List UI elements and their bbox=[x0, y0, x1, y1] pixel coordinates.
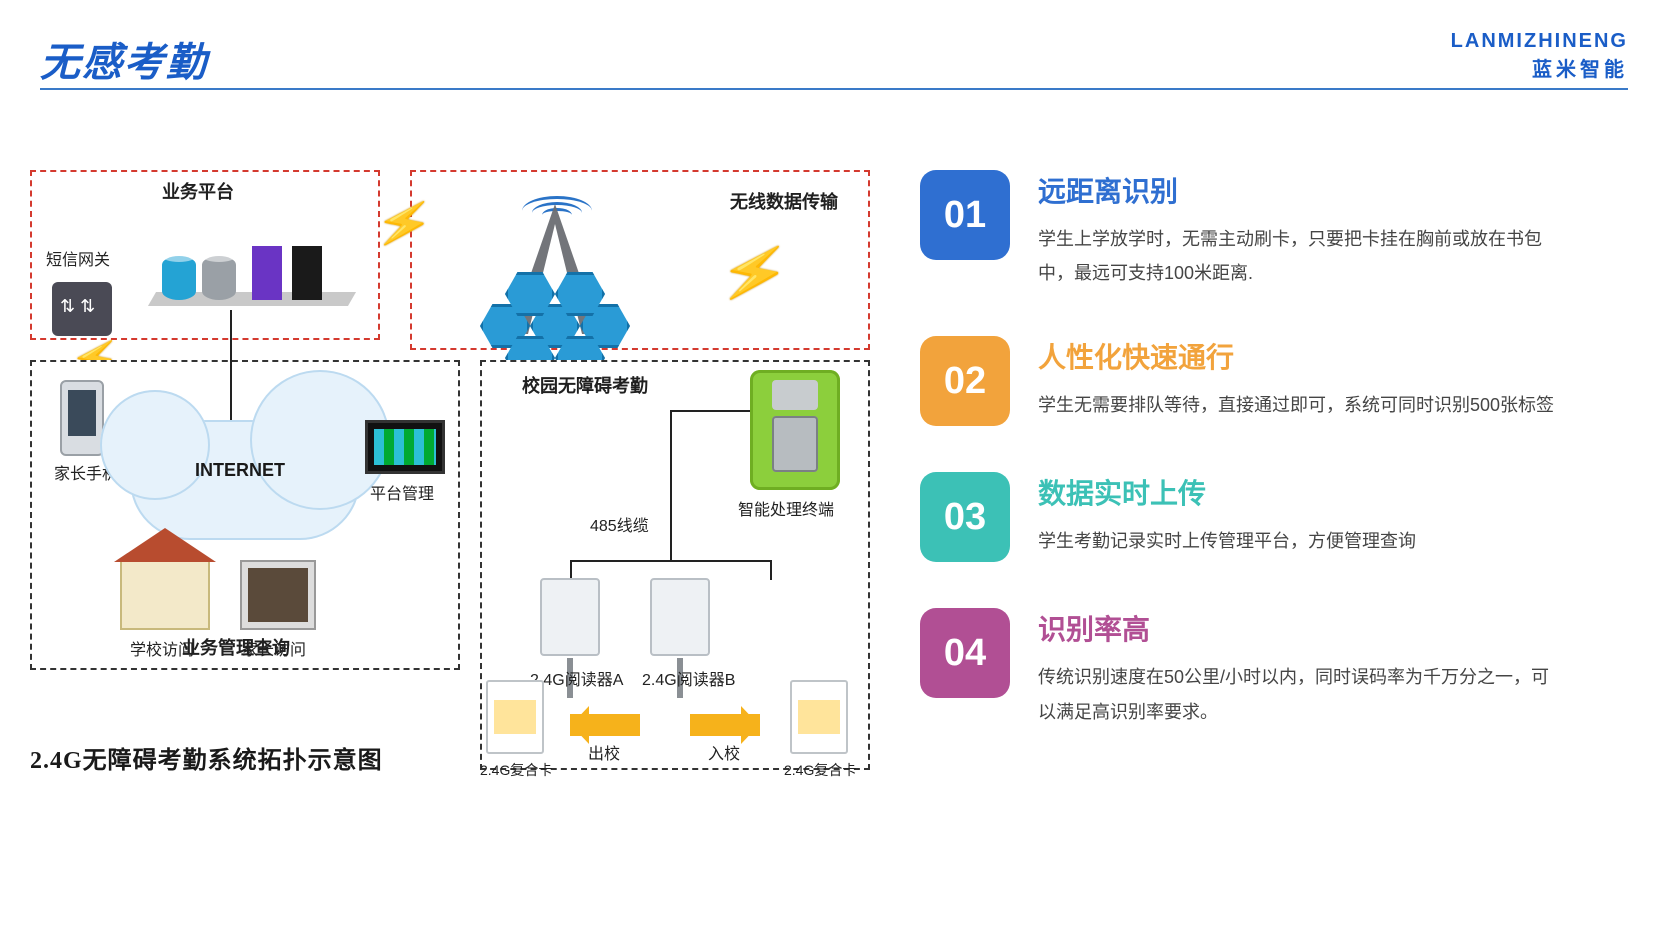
feature-title: 数据实时上传 bbox=[1038, 472, 1416, 512]
label-enter: 入校 bbox=[708, 740, 740, 764]
label-parent-access: 家长访问 bbox=[242, 636, 306, 660]
wire bbox=[570, 560, 770, 562]
radio-tower-icon bbox=[450, 184, 710, 344]
bolt-icon: ⚡ bbox=[714, 233, 796, 312]
server-shelf-icon bbox=[152, 242, 352, 322]
feature-number: 03 bbox=[920, 472, 1010, 562]
label-sms-gateway: 短信网关 bbox=[46, 246, 110, 270]
phone-icon bbox=[60, 380, 104, 456]
feature-list: 01 远距离识别 学生上学放学时，无需主动刷卡，只要把卡挂在胸前或放在书包中，最… bbox=[920, 170, 1600, 775]
wire bbox=[230, 310, 232, 420]
label-platform: 业务平台 bbox=[162, 178, 234, 204]
feature-desc: 学生无需要排队等待，直接通过即可，系统可同时识别500张标签 bbox=[1038, 388, 1554, 422]
label-terminal: 智能处理终端 bbox=[738, 496, 834, 520]
feature-desc: 学生上学放学时，无需主动刷卡，只要把卡挂在胸前或放在书包中，最远可支持100米距… bbox=[1038, 222, 1558, 290]
monitor-icon bbox=[365, 420, 445, 474]
feature-number: 02 bbox=[920, 336, 1010, 426]
feature-item: 03 数据实时上传 学生考勤记录实时上传管理平台，方便管理查询 bbox=[920, 472, 1600, 562]
wire bbox=[770, 560, 772, 580]
feature-item: 02 人性化快速通行 学生无需要排队等待，直接通过即可，系统可同时识别500张标… bbox=[920, 336, 1600, 426]
bolt-icon: ⚡ bbox=[371, 191, 438, 257]
topology-diagram: 业务平台 短信网关 无线数据传输 ⚡ ⚡ ⚡ 业务管理 bbox=[30, 160, 890, 860]
page-header: 无感考勤 LANMIZHINENG 蓝米智能 bbox=[40, 30, 1628, 90]
feature-title: 识别率高 bbox=[1038, 608, 1558, 648]
feature-desc: 传统识别速度在50公里/小时以内，同时误码率为千万分之一，可以满足高识别率要求。 bbox=[1038, 660, 1558, 728]
router-icon bbox=[52, 282, 112, 336]
feature-desc: 学生考勤记录实时上传管理平台，方便管理查询 bbox=[1038, 524, 1416, 558]
feature-number: 04 bbox=[920, 608, 1010, 698]
reader-b-icon bbox=[650, 578, 710, 656]
page-title: 无感考勤 bbox=[40, 30, 1628, 88]
wire bbox=[670, 410, 750, 412]
wire bbox=[570, 560, 572, 580]
label-card-a: 2.4G复合卡 bbox=[480, 760, 552, 780]
box-platform: 业务平台 短信网关 bbox=[30, 170, 380, 340]
label-card-b: 2.4G复合卡 bbox=[784, 760, 856, 780]
feature-title: 人性化快速通行 bbox=[1038, 336, 1554, 376]
brand-logo-cn: 蓝米智能 bbox=[1451, 53, 1628, 82]
card-a-icon bbox=[486, 680, 544, 754]
label-school-access: 学校访问 bbox=[130, 636, 194, 660]
wire bbox=[670, 410, 672, 560]
label-platform-mgmt: 平台管理 bbox=[370, 480, 434, 504]
brand-logo-en: LANMIZHINENG bbox=[1451, 30, 1628, 53]
terminal-icon bbox=[750, 370, 840, 490]
label-cable: 485线缆 bbox=[590, 512, 649, 536]
label-campus: 校园无障碍考勤 bbox=[522, 372, 648, 398]
photo-icon bbox=[240, 560, 316, 630]
arrow-exit-icon bbox=[570, 714, 640, 736]
diagram-caption: 2.4G无障碍考勤系统拓扑示意图 bbox=[30, 740, 383, 775]
feature-number: 01 bbox=[920, 170, 1010, 260]
label-internet: INTERNET bbox=[195, 460, 285, 481]
feature-item: 04 识别率高 传统识别速度在50公里/小时以内，同时误码率为千万分之一，可以满… bbox=[920, 608, 1600, 728]
card-b-icon bbox=[790, 680, 848, 754]
brand-logo: LANMIZHINENG 蓝米智能 bbox=[1451, 30, 1628, 82]
label-reader-a: 2.4G阅读器A bbox=[530, 666, 623, 690]
label-wireless: 无线数据传输 bbox=[730, 188, 838, 214]
reader-a-icon bbox=[540, 578, 600, 656]
label-reader-b: 2.4G阅读器B bbox=[642, 666, 735, 690]
feature-item: 01 远距离识别 学生上学放学时，无需主动刷卡，只要把卡挂在胸前或放在书包中，最… bbox=[920, 170, 1600, 290]
label-exit: 出校 bbox=[588, 740, 620, 764]
house-icon bbox=[120, 560, 210, 630]
feature-title: 远距离识别 bbox=[1038, 170, 1558, 210]
arrow-enter-icon bbox=[690, 714, 760, 736]
